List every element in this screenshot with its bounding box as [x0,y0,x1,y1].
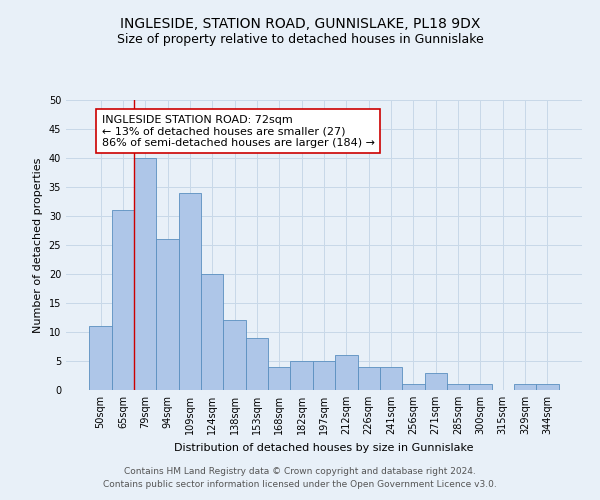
Bar [246,338,268,390]
Bar [89,326,112,390]
Bar [112,210,134,390]
Bar [290,361,313,390]
Bar [358,367,380,390]
Bar [223,320,246,390]
Bar [447,384,469,390]
Text: INGLESIDE, STATION ROAD, GUNNISLAKE, PL18 9DX: INGLESIDE, STATION ROAD, GUNNISLAKE, PL1… [120,18,480,32]
X-axis label: Distribution of detached houses by size in Gunnislake: Distribution of detached houses by size … [174,442,474,452]
Bar [134,158,157,390]
Bar [380,367,402,390]
Bar [201,274,223,390]
Bar [313,361,335,390]
Text: Contains public sector information licensed under the Open Government Licence v3: Contains public sector information licen… [103,480,497,489]
Bar [514,384,536,390]
Y-axis label: Number of detached properties: Number of detached properties [33,158,43,332]
Bar [157,239,179,390]
Bar [469,384,491,390]
Bar [402,384,425,390]
Bar [425,372,447,390]
Text: INGLESIDE STATION ROAD: 72sqm
← 13% of detached houses are smaller (27)
86% of s: INGLESIDE STATION ROAD: 72sqm ← 13% of d… [102,114,375,148]
Bar [268,367,290,390]
Bar [335,355,358,390]
Text: Contains HM Land Registry data © Crown copyright and database right 2024.: Contains HM Land Registry data © Crown c… [124,467,476,476]
Bar [536,384,559,390]
Bar [179,193,201,390]
Text: Size of property relative to detached houses in Gunnislake: Size of property relative to detached ho… [116,32,484,46]
